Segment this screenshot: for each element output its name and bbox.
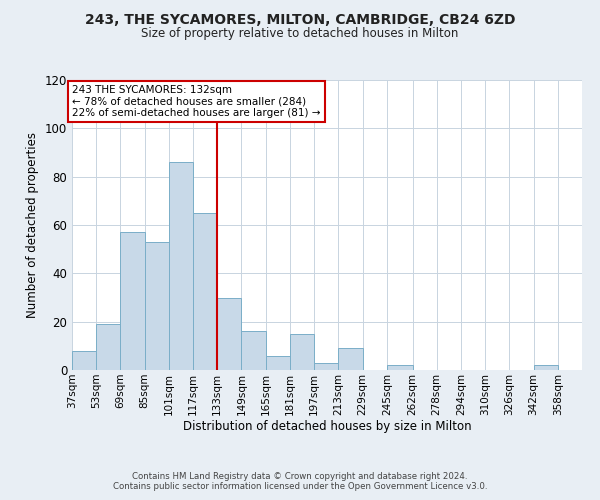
- Bar: [338, 348, 362, 370]
- Text: Contains HM Land Registry data © Crown copyright and database right 2024.: Contains HM Land Registry data © Crown c…: [132, 472, 468, 481]
- Bar: [266, 356, 290, 370]
- Text: 243, THE SYCAMORES, MILTON, CAMBRIDGE, CB24 6ZD: 243, THE SYCAMORES, MILTON, CAMBRIDGE, C…: [85, 12, 515, 26]
- Y-axis label: Number of detached properties: Number of detached properties: [26, 132, 39, 318]
- Bar: [193, 213, 217, 370]
- Bar: [145, 242, 169, 370]
- X-axis label: Distribution of detached houses by size in Milton: Distribution of detached houses by size …: [182, 420, 472, 434]
- Bar: [387, 365, 413, 370]
- Bar: [314, 363, 338, 370]
- Bar: [121, 232, 145, 370]
- Bar: [169, 162, 193, 370]
- Bar: [72, 350, 96, 370]
- Text: 243 THE SYCAMORES: 132sqm
← 78% of detached houses are smaller (284)
22% of semi: 243 THE SYCAMORES: 132sqm ← 78% of detac…: [72, 85, 320, 118]
- Text: Size of property relative to detached houses in Milton: Size of property relative to detached ho…: [142, 28, 458, 40]
- Bar: [290, 334, 314, 370]
- Text: Contains public sector information licensed under the Open Government Licence v3: Contains public sector information licen…: [113, 482, 487, 491]
- Bar: [96, 324, 121, 370]
- Bar: [217, 298, 241, 370]
- Bar: [533, 365, 558, 370]
- Bar: [241, 332, 266, 370]
